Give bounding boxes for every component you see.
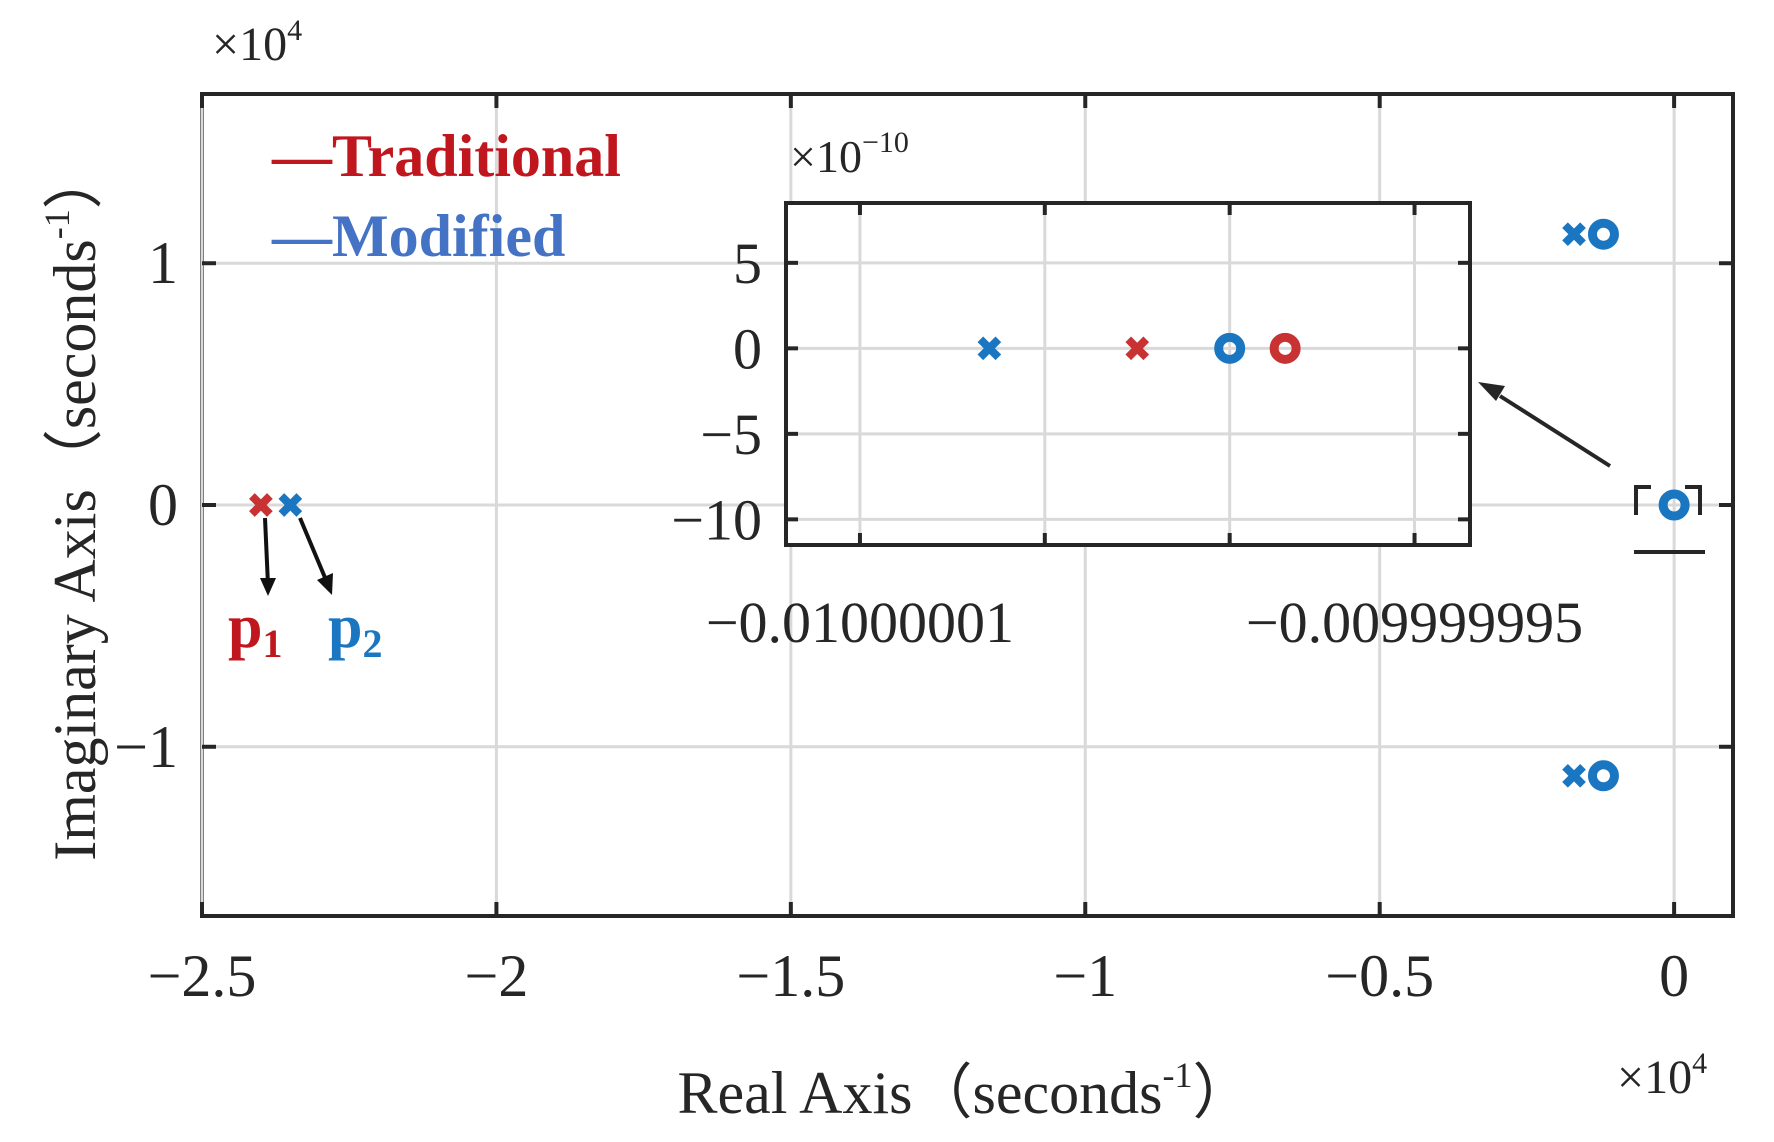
main-x-tick-label: −0.5 xyxy=(1325,943,1434,1009)
legend-entry-traditional: —Traditional xyxy=(271,123,621,189)
inset-markers xyxy=(977,332,1301,364)
inset-zero-marker xyxy=(1214,332,1246,364)
pole-marker xyxy=(1562,763,1586,788)
x-axis-multiplier: ×104 xyxy=(1617,1047,1707,1104)
inset-x-tick-label: −0.009999995 xyxy=(1246,590,1583,655)
x-axis-title: Real Axis（seconds-1） xyxy=(678,1055,1253,1126)
main-y-tick-label: −1 xyxy=(114,714,178,780)
main-x-tick-label: −1.5 xyxy=(736,943,845,1009)
inset-y-tick-label: 0 xyxy=(733,316,762,381)
main-tick-labels: −2.5 −2 −1.5 −1 −0.5 0−101 xyxy=(114,230,1689,1009)
inset-pole-marker xyxy=(1125,336,1150,361)
pole-marker xyxy=(249,493,273,517)
pole-marker xyxy=(278,493,303,517)
main-ticks xyxy=(200,94,1733,916)
inset-zero-marker xyxy=(1269,332,1301,364)
inset-background xyxy=(786,203,1470,545)
zero-marker xyxy=(1587,218,1619,250)
main-x-tick-label: −2.5 xyxy=(148,943,257,1009)
zoom-indicator xyxy=(1478,382,1705,554)
main-markers xyxy=(249,218,1690,792)
legend-entry-modified: —Modified xyxy=(271,203,565,269)
main-x-tick-label: −2 xyxy=(465,943,529,1009)
inset-y-multiplier: ×10−10 xyxy=(790,126,909,182)
main-x-tick-label: 0 xyxy=(1659,943,1689,1009)
inset-y-tick-label: −10 xyxy=(671,487,762,552)
inset-y-tick-label: 5 xyxy=(733,231,762,296)
inset-pole-marker xyxy=(977,336,1002,361)
inset-x-tick-label: −0.01000001 xyxy=(706,590,1014,655)
y-axis-title: Imaginary Axis（seconds-1） xyxy=(37,149,108,861)
inset-y-tick-label: −5 xyxy=(700,402,762,467)
main-x-tick-label: −1 xyxy=(1053,943,1117,1009)
legend: —Traditional —Modified xyxy=(271,123,621,269)
main-y-tick-label: 1 xyxy=(148,230,178,296)
main-y-tick-label: 0 xyxy=(148,472,178,538)
annotation-p2: p2 xyxy=(328,593,382,666)
inset-tick-labels: −0.01000001 −0.009999995 −10 −5 0 5 xyxy=(671,231,1583,655)
inset-plot-frame xyxy=(784,201,1472,547)
inset-grid xyxy=(786,203,1470,545)
zero-marker xyxy=(1658,489,1690,521)
y-axis-multiplier: ×104 xyxy=(212,14,302,71)
pole-marker xyxy=(1562,222,1586,247)
pole-annotations: p1 p2 xyxy=(228,517,382,666)
zero-marker xyxy=(1587,760,1619,792)
annotation-p1: p1 xyxy=(228,593,282,666)
